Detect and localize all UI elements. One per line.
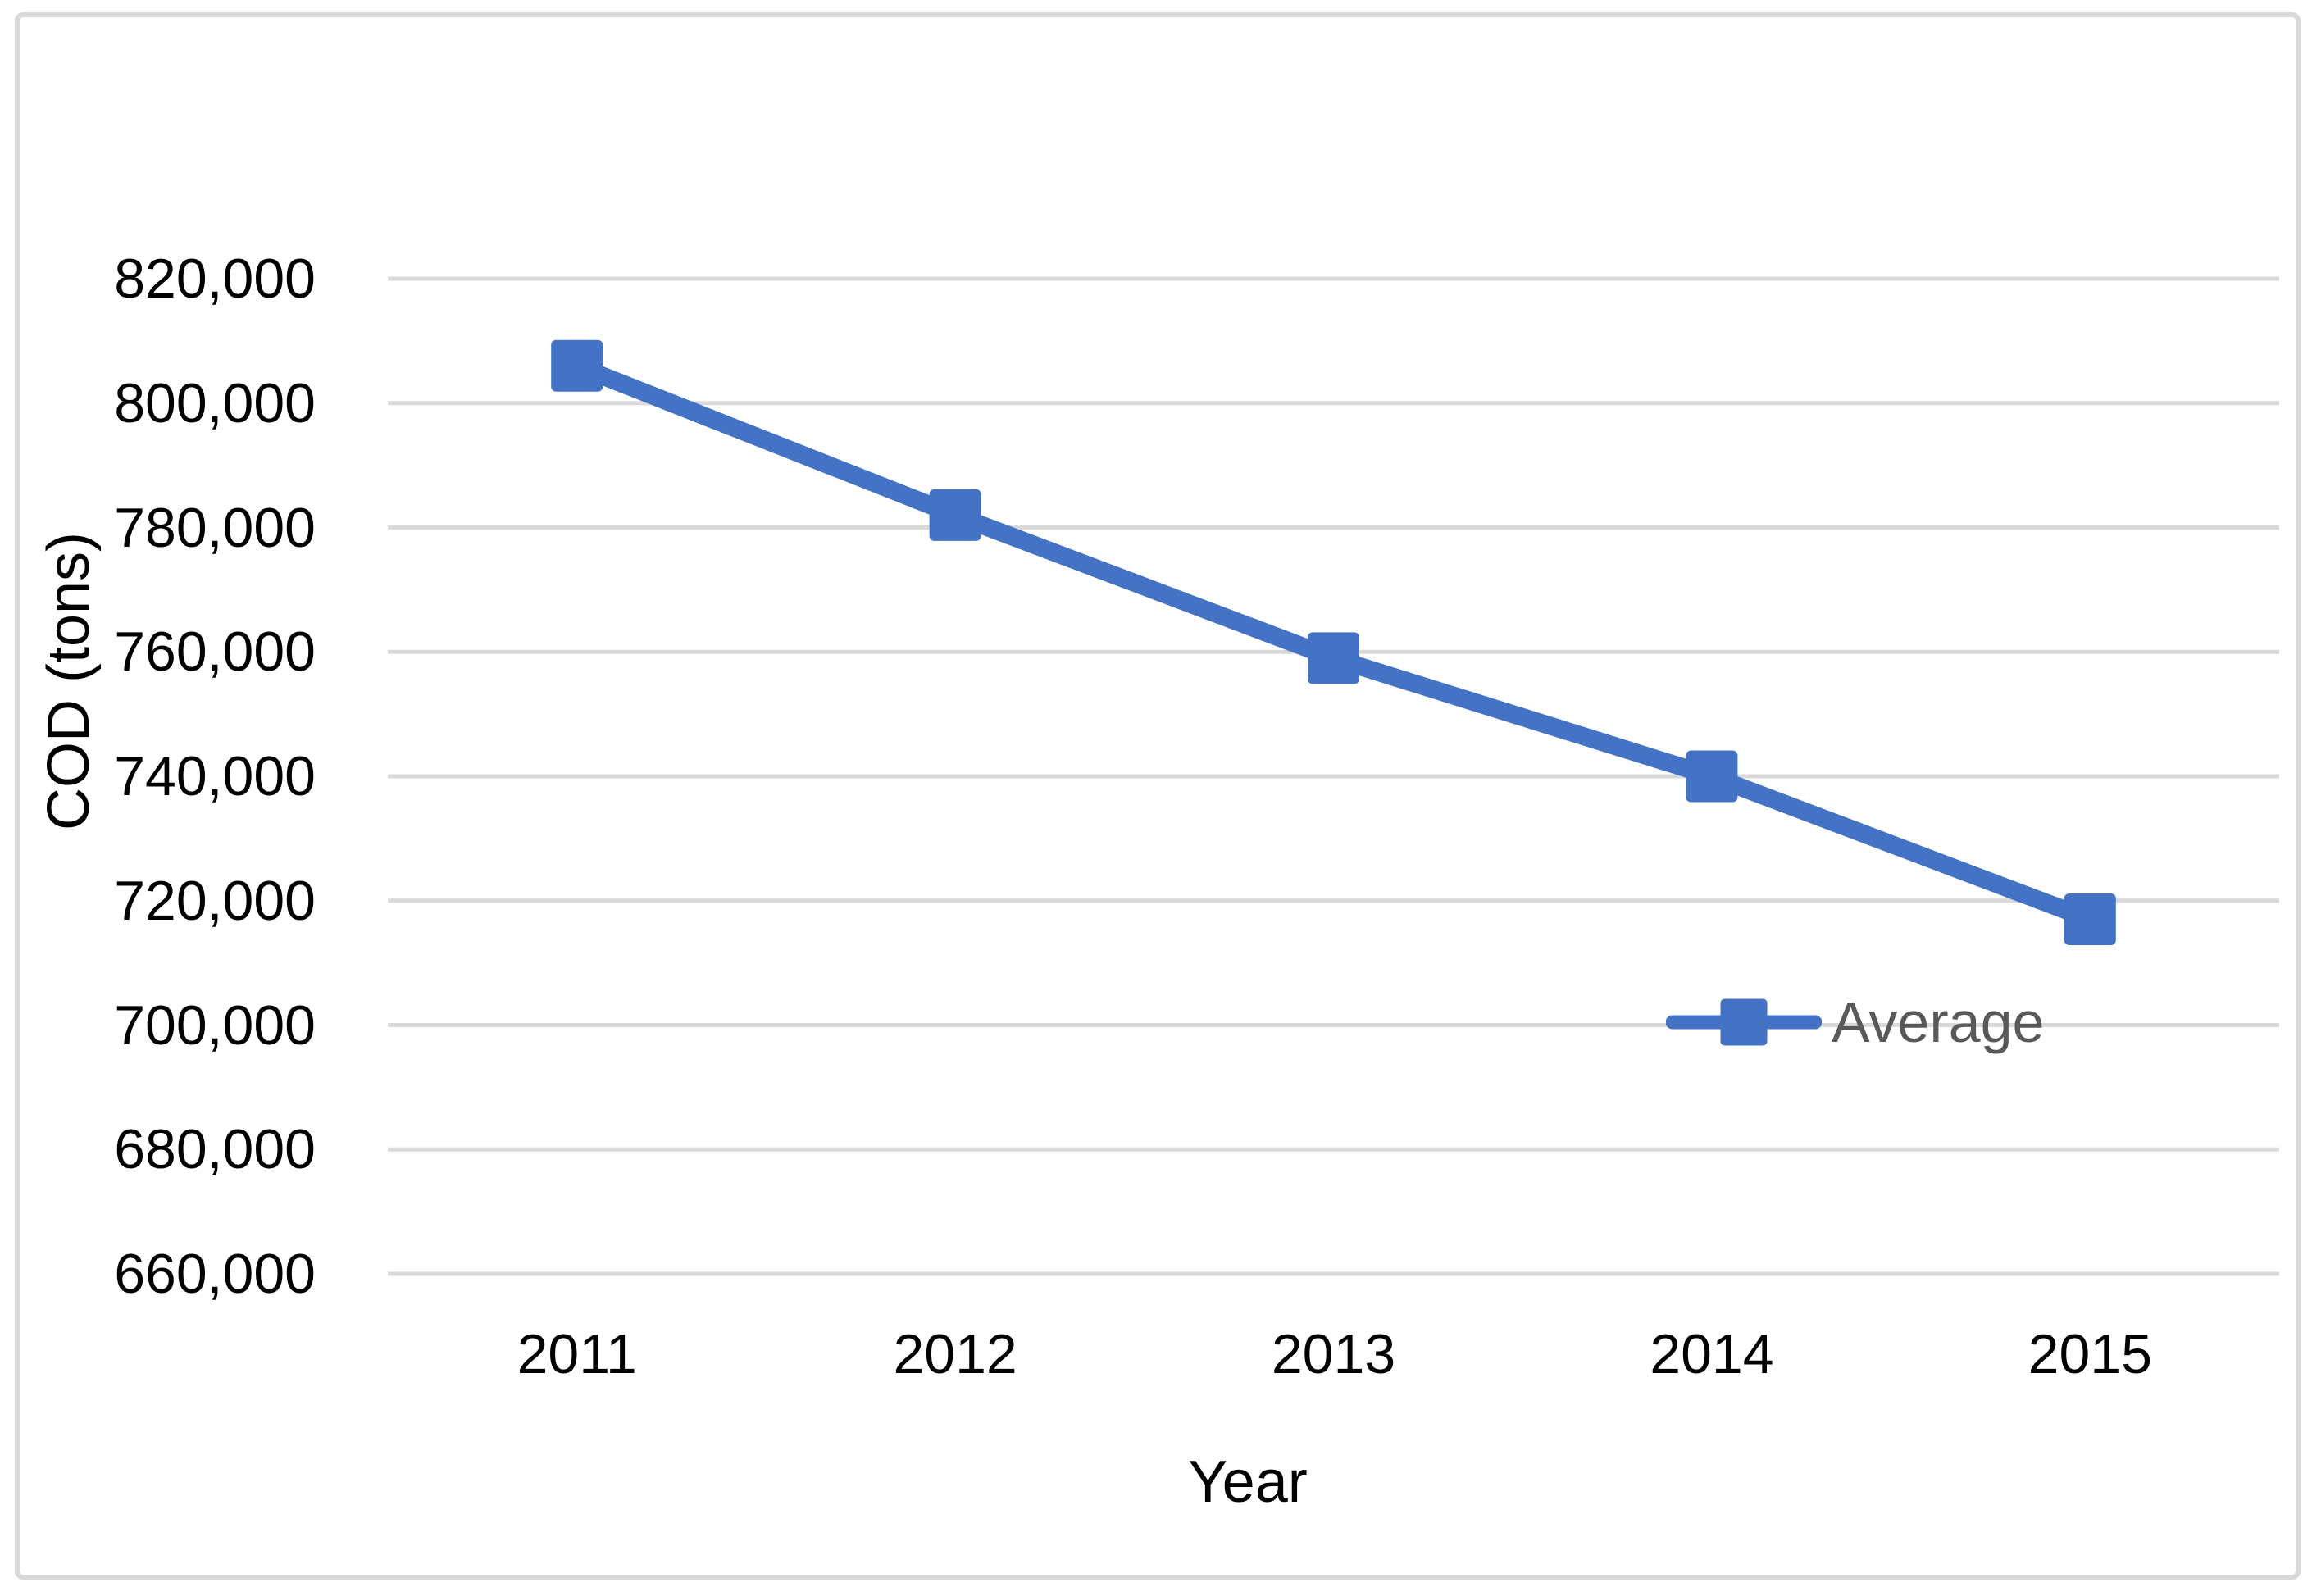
- y-tick-label: 680,000: [114, 1118, 316, 1181]
- y-tick-label: 720,000: [114, 869, 316, 932]
- y-tick-label: 660,000: [114, 1243, 316, 1305]
- legend: Average: [1666, 990, 2044, 1054]
- data-point-marker-2014: [1686, 750, 1738, 803]
- y-axis-title: COD (tons): [36, 531, 102, 831]
- y-tick-label: 800,000: [114, 371, 316, 434]
- data-point-marker-2011: [551, 339, 603, 392]
- legend-label: Average: [1832, 990, 2045, 1054]
- y-tick-label: 820,000: [114, 248, 316, 310]
- y-tick-label: 700,000: [114, 994, 316, 1057]
- chart-border: [15, 12, 2301, 1580]
- x-tick-label: 2014: [1650, 1323, 1774, 1385]
- y-tick-label: 760,000: [114, 621, 316, 684]
- x-tick-label: 2011: [517, 1323, 637, 1385]
- y-tick-label: 780,000: [114, 496, 316, 559]
- x-tick-label: 2013: [1271, 1323, 1396, 1385]
- legend-marker-icon: [1666, 998, 1822, 1046]
- data-point-marker-2012: [929, 489, 981, 541]
- data-point-marker-2013: [1308, 632, 1359, 684]
- data-point-marker-2015: [2064, 893, 2116, 946]
- x-tick-label: 2012: [893, 1323, 1017, 1385]
- y-tick-label: 740,000: [114, 745, 316, 807]
- x-axis-title: Year: [1188, 1449, 1308, 1515]
- x-tick-label: 2015: [2028, 1323, 2152, 1385]
